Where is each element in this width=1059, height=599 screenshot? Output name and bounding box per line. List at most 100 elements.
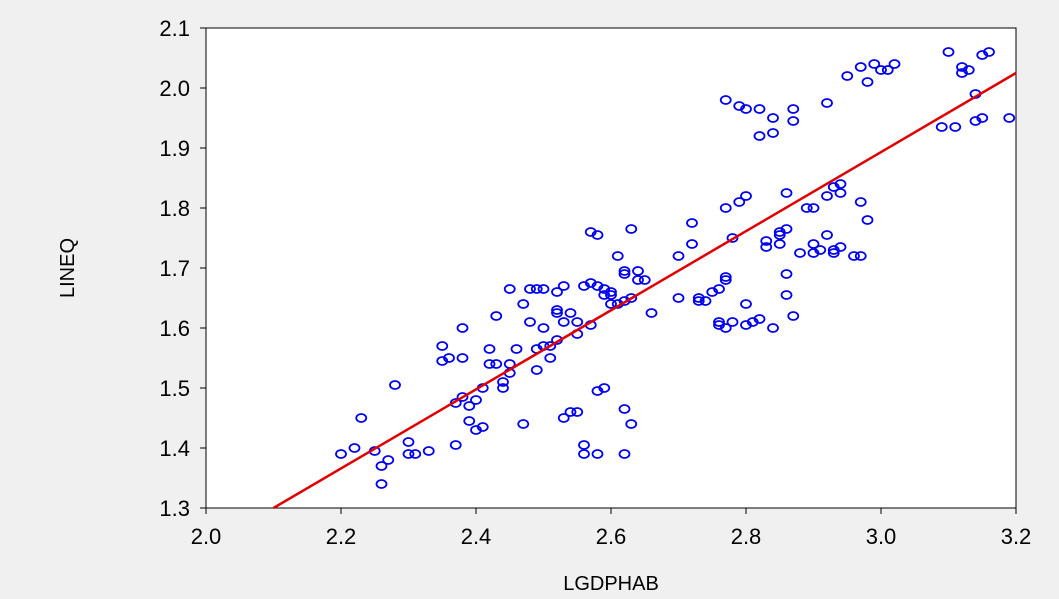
data-point <box>983 47 995 57</box>
data-point <box>605 290 617 300</box>
data-point <box>881 65 894 75</box>
data-point <box>760 236 773 246</box>
data-point <box>625 419 638 429</box>
data-point <box>537 284 550 294</box>
data-point <box>787 311 800 321</box>
data-point <box>564 407 577 417</box>
y-tick-label: 2.1 <box>159 16 190 41</box>
data-point <box>841 71 854 81</box>
data-point <box>875 65 887 75</box>
data-point <box>456 323 469 333</box>
data-point <box>497 383 509 393</box>
data-point <box>591 449 604 459</box>
x-tick-label: 3.2 <box>1001 524 1032 549</box>
data-point <box>760 242 773 252</box>
data-point <box>551 305 563 315</box>
data-point <box>949 122 962 132</box>
data-point <box>699 296 712 306</box>
data-point <box>800 203 813 213</box>
data-point <box>557 413 570 423</box>
x-tick-label: 2.4 <box>461 524 492 549</box>
data-point <box>382 455 395 465</box>
data-point <box>638 275 651 285</box>
fit-line <box>272 71 1017 510</box>
data-point <box>557 281 570 291</box>
data-point <box>551 287 563 297</box>
x-tick-label: 2.0 <box>191 524 222 549</box>
data-point <box>625 293 638 303</box>
data-point <box>402 437 415 447</box>
data-point <box>780 224 793 234</box>
data-point <box>740 104 752 114</box>
data-point <box>618 266 631 276</box>
data-point <box>476 422 489 432</box>
data-point <box>497 377 509 387</box>
data-point <box>935 122 948 132</box>
data-point <box>962 65 975 75</box>
data-point <box>618 269 631 279</box>
data-point <box>976 113 989 123</box>
y-tick-label: 1.8 <box>159 196 190 221</box>
data-point <box>530 284 543 294</box>
x-axis-ticks: 2.0 2.2 2.4 2.6 2.8 3.0 3.2 <box>191 508 1032 549</box>
data-point <box>503 359 516 369</box>
data-point <box>578 440 590 450</box>
data-point <box>719 272 732 282</box>
data-point <box>827 248 840 258</box>
data-point <box>645 308 658 318</box>
data-point <box>854 62 867 72</box>
data-point <box>834 188 847 198</box>
data-point <box>861 215 874 225</box>
data-point <box>348 443 361 453</box>
data-point <box>517 419 530 429</box>
data-point <box>854 197 867 207</box>
x-axis-title: LGDPHAB <box>563 573 659 595</box>
data-point <box>719 203 732 213</box>
data-point <box>490 359 503 369</box>
data-point <box>375 461 388 471</box>
data-point <box>868 59 881 69</box>
data-point <box>854 251 867 261</box>
data-point <box>449 440 462 450</box>
data-point <box>551 308 563 318</box>
data-point <box>483 344 496 354</box>
y-axis-title: LINEQ <box>57 238 79 298</box>
data-point <box>557 317 570 327</box>
data-point <box>719 95 732 105</box>
data-point <box>713 317 725 327</box>
data-point <box>740 299 752 309</box>
x-tick-label: 2.8 <box>731 524 762 549</box>
plot-area <box>205 27 1017 509</box>
data-point <box>814 245 827 255</box>
data-point <box>544 341 557 351</box>
data-point <box>848 251 860 261</box>
data-point <box>625 224 638 234</box>
data-point <box>807 203 820 213</box>
data-point <box>436 341 449 351</box>
data-point <box>605 299 617 309</box>
x-tick-label: 2.6 <box>596 524 627 549</box>
data-point <box>456 353 469 363</box>
data-point <box>821 230 833 240</box>
data-point <box>780 269 793 279</box>
data-point <box>821 191 833 201</box>
data-point <box>375 479 388 489</box>
data-point <box>564 308 577 318</box>
data-point <box>456 392 469 402</box>
y-tick-label: 2.0 <box>159 76 190 101</box>
data-point <box>753 131 766 141</box>
data-point <box>888 59 901 69</box>
data-point <box>740 191 752 201</box>
data-point <box>767 128 779 138</box>
data-point <box>537 323 550 333</box>
data-point <box>861 77 874 87</box>
data-point <box>672 293 685 303</box>
y-tick-label: 1.5 <box>159 376 190 401</box>
y-axis-ticks: 1.3 1.4 1.5 1.6 1.7 1.8 1.9 2.0 2.1 <box>159 16 206 521</box>
data-point <box>422 446 435 456</box>
data-point <box>834 242 847 252</box>
data-point <box>510 344 523 354</box>
data-point <box>611 251 624 261</box>
data-point <box>686 218 698 228</box>
data-point <box>719 323 732 333</box>
